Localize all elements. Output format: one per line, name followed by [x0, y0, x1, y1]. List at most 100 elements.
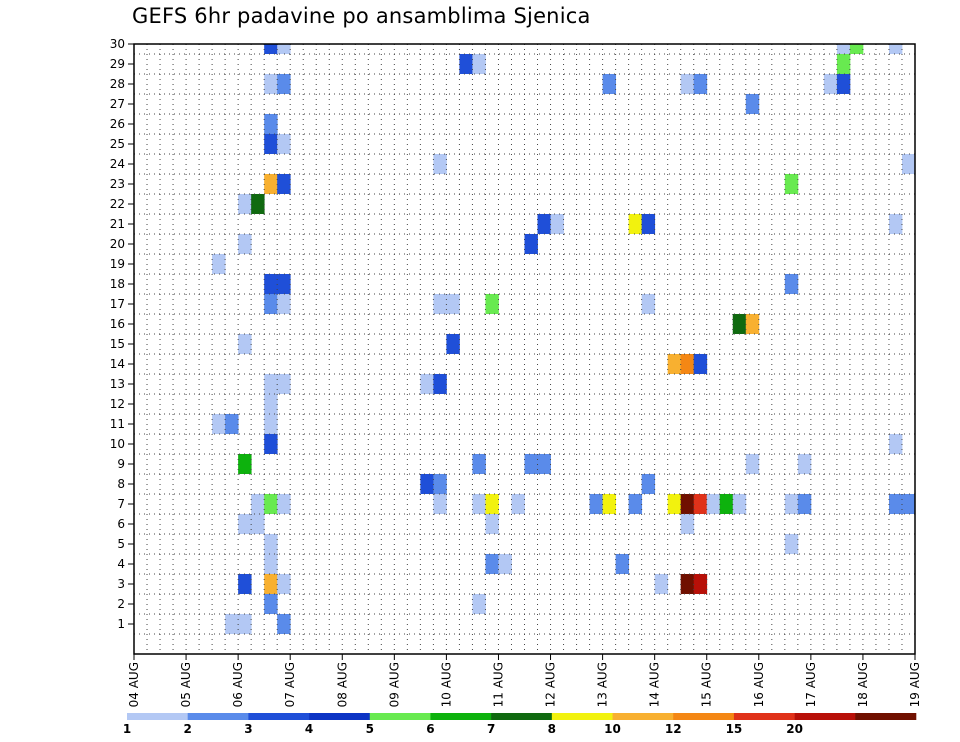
precip-cell — [901, 154, 916, 174]
precip-cell — [238, 454, 252, 474]
precip-cell — [693, 354, 708, 374]
precip-cell — [485, 294, 499, 314]
legend-swatch — [430, 713, 492, 720]
legend-swatch — [491, 713, 553, 720]
precip-cell — [264, 174, 278, 194]
x-tick-label: 09 AUG — [387, 662, 401, 707]
precip-cell — [667, 494, 682, 514]
precip-cell — [680, 354, 695, 374]
x-tick-label: 11 AUG — [491, 662, 505, 707]
precip-cell — [264, 394, 278, 414]
precip-cell — [238, 194, 252, 214]
precip-cell — [602, 74, 617, 94]
x-tick-label: 17 AUG — [804, 662, 818, 707]
precip-cell — [459, 54, 473, 74]
precip-cell — [797, 494, 812, 514]
y-tick-label: 16 — [110, 317, 125, 331]
y-tick-label: 13 — [110, 377, 125, 391]
precip-cell — [524, 454, 538, 474]
precip-cell — [693, 494, 708, 514]
y-tick-label: 3 — [117, 577, 125, 591]
legend-label: 4 — [305, 722, 313, 736]
precip-cell — [420, 374, 434, 394]
precip-cell — [277, 274, 291, 294]
precip-cell — [732, 314, 747, 334]
precip-cell — [550, 214, 564, 234]
y-tick-label: 29 — [110, 57, 125, 71]
precip-cell — [784, 534, 799, 554]
legend-swatch — [127, 713, 188, 720]
precip-cell — [784, 174, 799, 194]
precip-cell — [251, 494, 265, 514]
x-tick-label: 14 AUG — [648, 662, 662, 707]
y-tick-label: 27 — [110, 97, 125, 111]
y-tick-label: 20 — [110, 237, 125, 251]
y-tick-label: 26 — [110, 117, 125, 131]
precip-cell — [641, 214, 656, 234]
precip-cell — [446, 294, 460, 314]
precip-cell — [238, 514, 252, 534]
y-tick-label: 21 — [110, 217, 125, 231]
precip-cell — [901, 494, 916, 514]
y-tick-label: 23 — [110, 177, 125, 191]
precip-cell — [277, 294, 291, 314]
y-tick-label: 8 — [117, 477, 125, 491]
precip-cell — [680, 74, 695, 94]
precip-cell — [693, 74, 708, 94]
precip-cell — [472, 494, 486, 514]
y-tick-label: 1 — [117, 617, 125, 631]
precip-cell — [212, 414, 226, 434]
precip-cell — [251, 194, 265, 214]
precip-cell — [719, 494, 734, 514]
precip-cell — [485, 514, 499, 534]
y-tick-label: 5 — [117, 537, 125, 551]
y-tick-label: 12 — [110, 397, 125, 411]
precip-cell — [849, 44, 864, 54]
legend-label: 20 — [786, 722, 803, 736]
precip-cell — [225, 414, 239, 434]
precip-cell — [641, 474, 656, 494]
precip-cell — [602, 494, 617, 514]
legend-swatch — [733, 713, 795, 720]
precip-cell — [238, 614, 252, 634]
precip-cell — [498, 554, 512, 574]
precip-cell — [745, 94, 760, 114]
precip-cell — [238, 234, 252, 254]
precip-cell — [693, 574, 708, 594]
precip-cell — [264, 114, 278, 134]
legend-label: 8 — [548, 722, 556, 736]
precip-cell — [433, 494, 447, 514]
x-tick-label: 15 AUG — [700, 662, 714, 707]
legend-label: 7 — [487, 722, 495, 736]
legend-label: 10 — [604, 722, 621, 736]
precip-cell — [667, 354, 682, 374]
precip-cell — [472, 594, 486, 614]
precip-cell — [784, 274, 799, 294]
precip-cell — [888, 434, 903, 454]
y-tick-label: 15 — [110, 337, 125, 351]
precip-cell — [537, 214, 551, 234]
precip-cell — [589, 494, 603, 514]
precip-cell — [784, 494, 799, 514]
precip-cell — [225, 614, 239, 634]
precip-cell — [277, 44, 291, 54]
precip-cell — [628, 494, 643, 514]
precip-cell — [264, 294, 278, 314]
precip-cell — [264, 374, 278, 394]
y-tick-label: 24 — [110, 157, 125, 171]
legend-swatch — [551, 713, 613, 720]
legend-label: 15 — [726, 722, 743, 736]
x-tick-label: 04 AUG — [127, 662, 141, 707]
precip-cell — [433, 154, 447, 174]
precip-cell — [888, 214, 903, 234]
y-tick-label: 22 — [110, 197, 125, 211]
precip-cell — [797, 454, 812, 474]
precip-cell — [264, 274, 278, 294]
precip-cell — [433, 294, 447, 314]
precip-cell — [264, 494, 278, 514]
x-tick-label: 07 AUG — [283, 662, 297, 707]
y-tick-label: 4 — [117, 557, 125, 571]
precip-cell — [264, 594, 278, 614]
precip-cell — [680, 494, 695, 514]
